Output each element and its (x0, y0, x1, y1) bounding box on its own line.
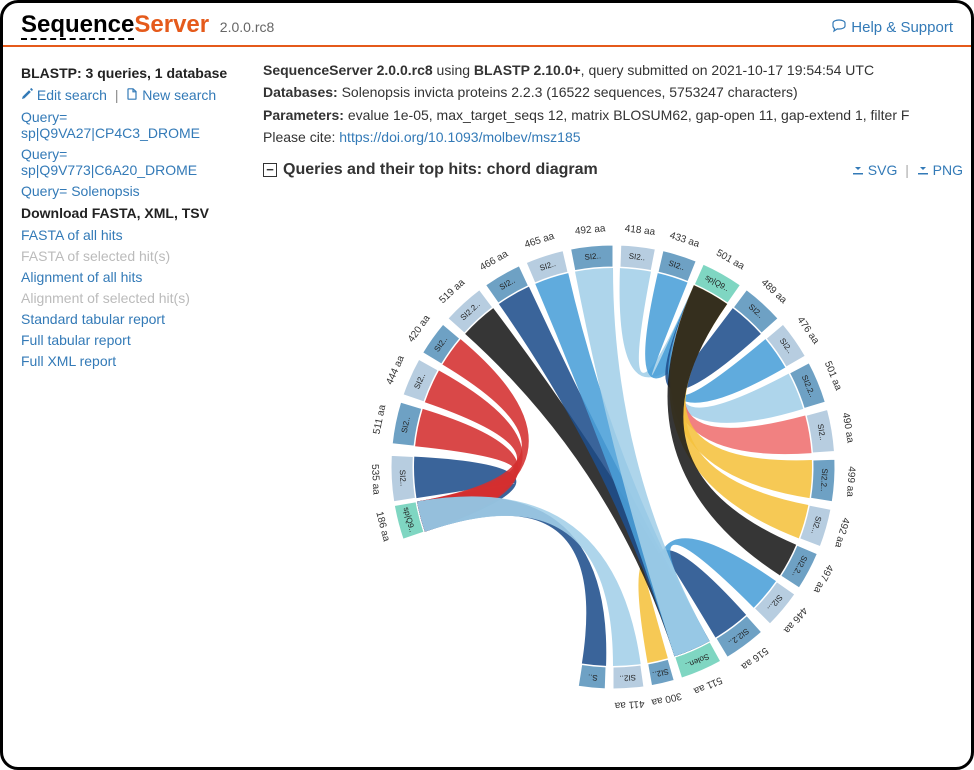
svg-text:535 aa: 535 aa (369, 463, 382, 495)
download-link[interactable]: Alignment of all hits (21, 269, 241, 285)
meta-block: SequenceServer 2.0.0.rc8 using BLASTP 2.… (263, 59, 963, 149)
chart-downloads: SVG | PNG (852, 162, 963, 178)
svg-text:SI2..: SI2.. (584, 251, 601, 262)
pencil-icon (21, 88, 33, 100)
download-link[interactable]: Full XML report (21, 353, 241, 369)
svg-text:492 aa: 492 aa (832, 516, 851, 549)
svg-text:SI2..: SI2.. (398, 469, 408, 486)
svg-text:420 aa: 420 aa (406, 312, 433, 344)
download-icon (917, 163, 929, 175)
svg-text:476 aa: 476 aa (795, 314, 822, 346)
new-search-link[interactable]: New search (126, 87, 216, 103)
query-link[interactable]: Query= sp|Q9V773|C6A20_DROME (21, 146, 241, 178)
help-link[interactable]: Help & Support (831, 18, 953, 36)
logo-part1: Sequence (21, 11, 134, 40)
body: BLASTP: 3 queries, 1 database Edit searc… (3, 47, 971, 759)
svg-text:433 aa: 433 aa (668, 230, 701, 250)
download-icon (852, 163, 864, 175)
svg-text:489 aa: 489 aa (759, 277, 789, 306)
query-link[interactable]: Query= Solenopsis (21, 183, 241, 199)
main: SequenceServer 2.0.0.rc8 using BLASTP 2.… (263, 59, 963, 747)
svg-text:501 aa: 501 aa (822, 359, 844, 392)
meta-blast: BLASTP 2.10.0+ (474, 62, 581, 78)
svg-text:411 aa: 411 aa (614, 697, 645, 710)
query-link[interactable]: Query= sp|Q9VA27|CP4C3_DROME (21, 109, 241, 141)
download-link: FASTA of selected hit(s) (21, 248, 241, 264)
search-actions: Edit search | New search (21, 87, 241, 103)
download-png-link[interactable]: PNG (917, 162, 963, 178)
meta-app: SequenceServer 2.0.0.rc8 (263, 62, 433, 78)
svg-text:S..: S.. (587, 672, 598, 682)
chord-chart: sp|Q9..186 aaSI2..535 aaSI2..511 aaSI2..… (263, 187, 963, 747)
chat-icon (831, 18, 847, 34)
logo[interactable]: SequenceServer 2.0.0.rc8 (21, 11, 274, 39)
svg-text:519 aa: 519 aa (437, 277, 467, 306)
svg-text:497 aa: 497 aa (811, 562, 835, 595)
download-link[interactable]: Full tabular report (21, 332, 241, 348)
svg-text:466 aa: 466 aa (478, 248, 510, 273)
chord-svg: sp|Q9..186 aaSI2..535 aaSI2..511 aaSI2..… (263, 187, 963, 747)
collapse-toggle[interactable]: − (263, 163, 277, 177)
download-link[interactable]: FASTA of all hits (21, 227, 241, 243)
download-link[interactable]: Standard tabular report (21, 311, 241, 327)
svg-text:501 aa: 501 aa (714, 247, 746, 272)
download-link: Alignment of selected hit(s) (21, 290, 241, 306)
svg-text:446 aa: 446 aa (781, 604, 809, 635)
svg-text:465 aa: 465 aa (523, 230, 556, 250)
svg-text:SI2.2..: SI2.2.. (819, 468, 829, 492)
section-title: Queries and their top hits: chord diagra… (283, 161, 598, 179)
cite-link[interactable]: https://doi.org/10.1093/molbev/msz185 (339, 129, 580, 145)
app-frame: SequenceServer 2.0.0.rc8 Help & Support … (0, 0, 974, 770)
svg-text:492 aa: 492 aa (574, 223, 606, 237)
edit-search-link[interactable]: Edit search (21, 87, 111, 103)
svg-text:SI2..: SI2.. (628, 251, 645, 262)
svg-text:499 aa: 499 aa (844, 465, 857, 497)
logo-part2: Server (134, 11, 209, 38)
download-svg-link[interactable]: SVG (852, 162, 901, 178)
svg-text:511 aa: 511 aa (372, 403, 389, 435)
file-icon (126, 88, 138, 100)
svg-text:444 aa: 444 aa (384, 353, 407, 386)
help-label: Help & Support (851, 19, 953, 36)
svg-text:418 aa: 418 aa (624, 223, 656, 237)
header: SequenceServer 2.0.0.rc8 Help & Support (3, 3, 971, 47)
svg-text:516 aa: 516 aa (739, 644, 770, 671)
download-title: Download FASTA, XML, TSV (21, 205, 241, 221)
svg-text:300 aa: 300 aa (650, 690, 683, 708)
section-header: − Queries and their top hits: chord diag… (263, 161, 963, 179)
sidebar-title: BLASTP: 3 queries, 1 database (21, 65, 241, 81)
svg-text:SI2..: SI2.. (619, 672, 636, 682)
download-list: FASTA of all hits FASTA of selected hit(s… (21, 227, 241, 369)
svg-text:511 aa: 511 aa (692, 674, 724, 696)
svg-text:186 aa: 186 aa (373, 510, 391, 543)
svg-text:490 aa: 490 aa (840, 411, 856, 443)
logo-version: 2.0.0.rc8 (220, 19, 274, 35)
sidebar: BLASTP: 3 queries, 1 database Edit searc… (21, 59, 241, 747)
